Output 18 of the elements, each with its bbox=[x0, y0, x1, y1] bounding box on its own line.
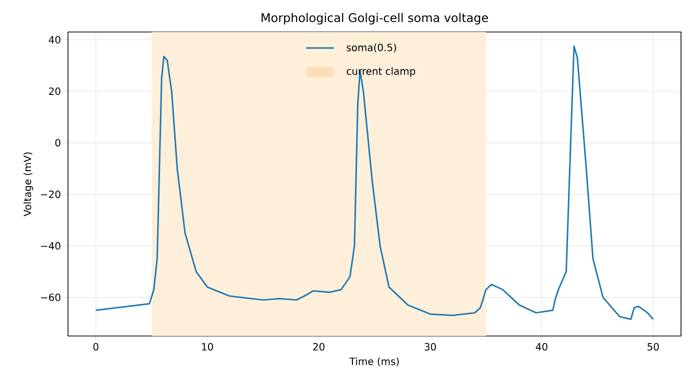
x-tick-label: 0 bbox=[93, 343, 98, 351]
legend-label: soma(0.5) bbox=[346, 44, 396, 52]
y-tick-label: 0 bbox=[55, 139, 60, 147]
band-label: current clamp bbox=[346, 67, 416, 77]
y-tick-label: −40 bbox=[41, 242, 60, 250]
y-tick-label: −20 bbox=[41, 190, 60, 198]
x-tick-label: 20 bbox=[313, 343, 324, 351]
y-tick-label: −60 bbox=[41, 294, 60, 302]
y-axis-title: Voltage (mV) bbox=[23, 152, 34, 216]
chart-title: Morphological Golgi-cell soma voltage bbox=[262, 12, 488, 24]
y-tick-label: 40 bbox=[48, 36, 60, 44]
line-series bbox=[95, 45, 654, 320]
x-axis-title: Time (ms) bbox=[349, 357, 399, 366]
x-tick-label: 40 bbox=[536, 343, 548, 351]
x-tick-label: 10 bbox=[202, 343, 214, 351]
y-tick-label: 20 bbox=[49, 87, 60, 96]
x-tick-label: 50 bbox=[648, 343, 659, 351]
x-tick-label: 30 bbox=[424, 343, 436, 351]
